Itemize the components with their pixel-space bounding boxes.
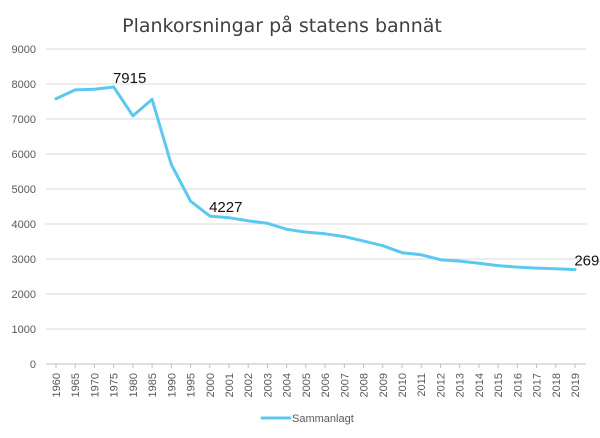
data-point xyxy=(439,258,442,262)
y-tick-label: 9000 xyxy=(12,44,36,56)
x-tick-label: 1975 xyxy=(109,373,121,397)
y-tick-label: 3000 xyxy=(12,254,36,266)
x-tick-label: 2015 xyxy=(493,373,505,397)
data-point xyxy=(189,199,192,203)
data-label: 2696 xyxy=(574,253,600,270)
data-point xyxy=(246,219,250,223)
data-point xyxy=(535,266,538,270)
y-tick-label: 5000 xyxy=(12,184,36,196)
y-tick-label: 1000 xyxy=(12,324,36,336)
x-tick-label: 2019 xyxy=(570,373,582,397)
x-tick-label: 2003 xyxy=(262,373,274,397)
data-point xyxy=(554,267,558,271)
legend-label: Sammanlagt xyxy=(292,413,354,425)
x-tick-label: 2000 xyxy=(205,373,217,397)
data-point xyxy=(458,259,462,263)
series-layer xyxy=(54,85,577,272)
x-tick-label: 2005 xyxy=(301,373,313,397)
data-point xyxy=(73,88,77,92)
x-tick-label: 2007 xyxy=(339,373,351,397)
data-point xyxy=(477,261,481,265)
data-point xyxy=(112,85,116,89)
x-tick-label: 1995 xyxy=(186,373,198,397)
gridlines xyxy=(46,48,586,330)
x-tick-label: 2018 xyxy=(551,373,563,397)
data-point xyxy=(323,232,327,236)
y-axis: 0 1000 2000 3000 4000 5000 6000 7000 8000 9000 xyxy=(12,44,36,371)
x-tick-label: 1960 xyxy=(51,373,63,397)
data-point xyxy=(169,163,173,166)
x-tick-label: 2006 xyxy=(320,373,332,397)
x-tick-label: 2009 xyxy=(378,373,390,397)
data-labels: 7915 4227 2696 xyxy=(113,70,600,270)
data-point xyxy=(381,244,385,248)
x-tick-label: 2014 xyxy=(474,373,486,397)
data-point xyxy=(419,253,423,257)
data-point xyxy=(400,251,404,255)
legend: Sammanlagt xyxy=(260,413,354,425)
x-tick-label: 1965 xyxy=(70,373,82,397)
data-point xyxy=(573,268,577,272)
x-tick-label: 2008 xyxy=(359,373,371,397)
x-tick-label: 2012 xyxy=(435,373,447,397)
data-point xyxy=(93,87,96,91)
data-point xyxy=(131,114,135,118)
x-tick-label: 1990 xyxy=(166,373,178,397)
data-point xyxy=(304,230,308,234)
x-axis: 1960 1965 1970 1975 1980 1985 1990 1995 2000 2001… xyxy=(46,363,586,397)
data-point xyxy=(515,265,519,269)
x-tick-label: 2016 xyxy=(512,373,524,397)
y-tick-label: 2000 xyxy=(12,289,36,301)
y-tick-label: 8000 xyxy=(12,79,36,91)
x-tick-label: 2010 xyxy=(397,373,409,397)
chart-title: Plankorsningar på statens bannät xyxy=(122,14,442,37)
y-tick-label: 6000 xyxy=(12,149,36,161)
x-tick-label: 1970 xyxy=(89,373,101,397)
data-point xyxy=(342,235,346,239)
data-point xyxy=(150,98,154,101)
data-label: 4227 xyxy=(209,199,242,216)
data-point xyxy=(285,227,289,231)
x-tick-label: 2013 xyxy=(455,373,467,397)
x-tick-label: 1985 xyxy=(147,373,159,397)
y-tick-label: 7000 xyxy=(12,114,36,126)
data-point xyxy=(266,221,269,225)
data-point xyxy=(227,216,231,220)
x-tick-label: 2004 xyxy=(282,373,294,397)
y-tick-label: 0 xyxy=(30,359,36,371)
x-tick-label: 2001 xyxy=(224,373,236,397)
x-tick-label: 2017 xyxy=(532,373,544,397)
data-point xyxy=(362,239,365,243)
x-tick-label: 2011 xyxy=(416,373,428,397)
x-tick-label: 2002 xyxy=(243,373,255,397)
x-tick-label: 1980 xyxy=(128,373,140,397)
series-line-0 xyxy=(54,85,577,272)
data-point xyxy=(208,214,212,218)
data-point xyxy=(54,97,58,101)
y-tick-label: 4000 xyxy=(12,219,36,231)
data-point xyxy=(496,264,500,268)
data-label: 7915 xyxy=(113,70,146,87)
